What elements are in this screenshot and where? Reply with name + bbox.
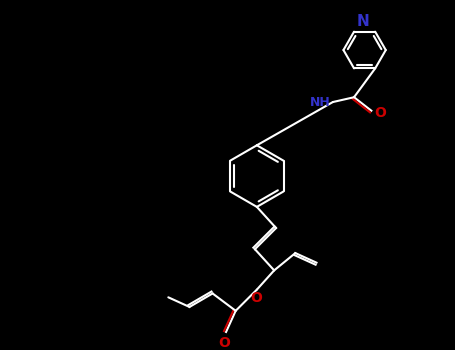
Text: N: N (357, 14, 369, 29)
Text: O: O (218, 336, 230, 350)
Text: O: O (374, 106, 386, 120)
Text: O: O (250, 290, 262, 304)
Text: NH: NH (310, 96, 331, 108)
